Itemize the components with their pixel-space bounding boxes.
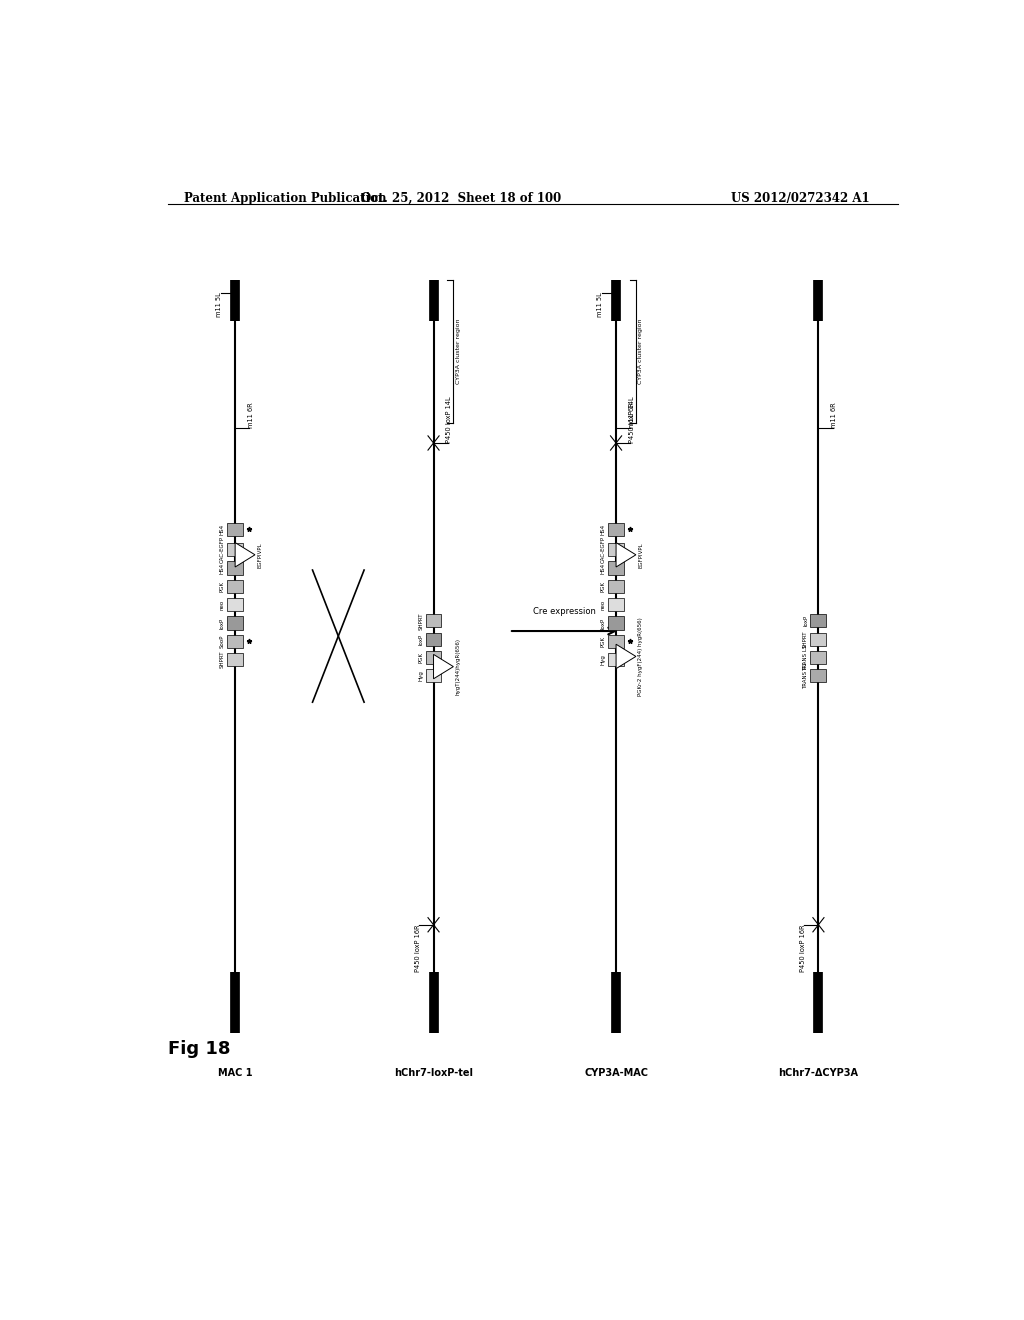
Text: PGK: PGK — [601, 636, 606, 647]
Bar — [608, 579, 624, 593]
Text: SHPRT: SHPRT — [803, 631, 808, 648]
Text: EGFPIVPL: EGFPIVPL — [638, 543, 643, 568]
Bar — [426, 651, 441, 664]
Text: m11 6R: m11 6R — [248, 403, 254, 428]
Text: m11 5L: m11 5L — [597, 293, 603, 317]
Text: Oct. 25, 2012  Sheet 18 of 100: Oct. 25, 2012 Sheet 18 of 100 — [361, 191, 561, 205]
Text: CAC-EGFP: CAC-EGFP — [220, 536, 225, 564]
Text: PGK: PGK — [418, 652, 423, 663]
Text: P450 loxP 14L: P450 loxP 14L — [629, 396, 635, 444]
Bar — [608, 653, 624, 667]
Text: Hyg: Hyg — [418, 671, 423, 681]
Text: loxP: loxP — [601, 618, 606, 628]
Text: Patent Application Publication: Patent Application Publication — [183, 191, 386, 205]
Bar — [227, 579, 243, 593]
Bar — [227, 616, 243, 630]
Bar — [227, 561, 243, 574]
Bar — [608, 523, 624, 536]
Text: CYP3A cluster region: CYP3A cluster region — [638, 318, 643, 384]
Bar — [608, 561, 624, 574]
Text: loxP: loxP — [418, 634, 423, 644]
Bar — [811, 614, 826, 627]
Text: SHPRT: SHPRT — [418, 612, 423, 630]
Polygon shape — [616, 644, 636, 669]
Bar — [426, 614, 441, 627]
Text: PGK: PGK — [601, 581, 606, 591]
Text: loxP: loxP — [220, 618, 225, 628]
Text: P450 loxP 16R: P450 loxP 16R — [415, 925, 421, 973]
Bar — [426, 632, 441, 645]
Text: hChr7-loxP-tel: hChr7-loxP-tel — [394, 1068, 473, 1078]
Text: EGFPIVPL: EGFPIVPL — [257, 543, 262, 568]
Text: m11 6R: m11 6R — [831, 403, 838, 428]
Text: PGKr-2 hygF(244) hygR(656): PGKr-2 hygF(244) hygR(656) — [638, 616, 643, 696]
Text: US 2012/0272342 A1: US 2012/0272342 A1 — [731, 191, 869, 205]
Bar — [608, 598, 624, 611]
Text: SHPRT: SHPRT — [220, 651, 225, 668]
Text: neo: neo — [220, 599, 225, 610]
Text: P450 loxP 16R: P450 loxP 16R — [800, 925, 806, 973]
Text: MAC 1: MAC 1 — [218, 1068, 252, 1078]
Bar — [811, 632, 826, 645]
Text: m11 5L: m11 5L — [216, 293, 222, 317]
Polygon shape — [236, 543, 255, 568]
Bar — [608, 616, 624, 630]
Bar — [811, 651, 826, 664]
Text: CAC-EGFP: CAC-EGFP — [601, 536, 606, 564]
Polygon shape — [433, 655, 454, 678]
Bar — [227, 653, 243, 667]
Text: PGK: PGK — [220, 581, 225, 591]
Text: CYP3A-MAC: CYP3A-MAC — [584, 1068, 648, 1078]
Text: P450 loxP 14L: P450 loxP 14L — [446, 396, 453, 444]
Text: hChr7-ΔCYP3A: hChr7-ΔCYP3A — [778, 1068, 858, 1078]
Text: Hyg: Hyg — [601, 653, 606, 665]
Bar — [811, 669, 826, 682]
Text: Cre expression: Cre expression — [534, 607, 596, 615]
Bar — [426, 669, 441, 682]
Text: CYP3A cluster region: CYP3A cluster region — [456, 318, 461, 384]
Bar — [608, 543, 624, 556]
Bar — [227, 635, 243, 648]
Text: TRANS L1: TRANS L1 — [803, 644, 808, 671]
Bar — [227, 543, 243, 556]
Bar — [227, 523, 243, 536]
Text: hygT(244)hygR(656): hygT(244)hygR(656) — [456, 638, 461, 696]
Bar — [227, 598, 243, 611]
Bar — [608, 635, 624, 648]
Text: TRANS R1: TRANS R1 — [803, 663, 808, 689]
Text: HS4: HS4 — [601, 562, 606, 574]
Text: Fig 18: Fig 18 — [168, 1040, 230, 1057]
Text: HS4: HS4 — [220, 562, 225, 574]
Polygon shape — [616, 543, 636, 568]
Text: HS4: HS4 — [601, 524, 606, 535]
Text: m11 6R: m11 6R — [629, 403, 635, 428]
Text: HS4: HS4 — [220, 524, 225, 535]
Text: neo: neo — [601, 599, 606, 610]
Text: loxP: loxP — [803, 615, 808, 627]
Text: SooP: SooP — [220, 635, 225, 648]
